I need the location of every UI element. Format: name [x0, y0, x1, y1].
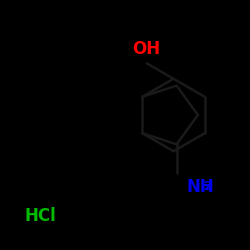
Text: 2: 2: [204, 180, 212, 193]
Text: OH: OH: [132, 40, 160, 58]
Text: NH: NH: [186, 178, 214, 196]
Text: HCl: HCl: [25, 207, 57, 225]
